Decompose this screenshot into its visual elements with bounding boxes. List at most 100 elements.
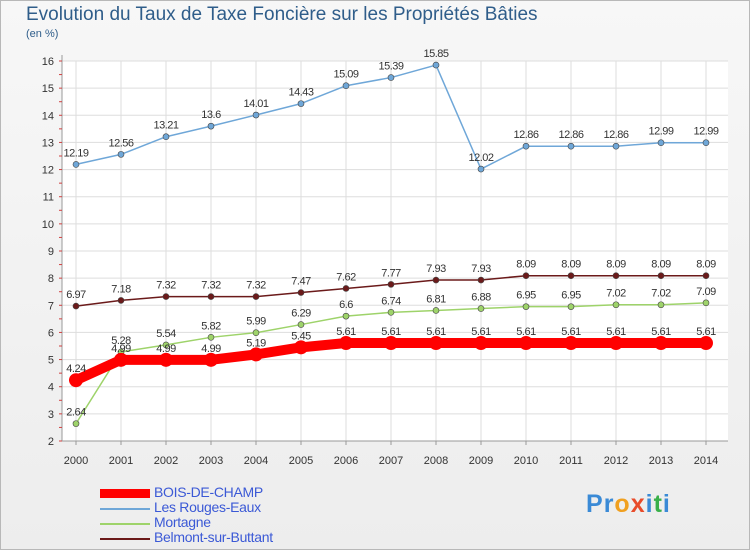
data-point [477, 276, 485, 284]
data-point [432, 61, 440, 69]
y-tick-label: 6 [48, 327, 54, 339]
data-label: 5.54 [156, 328, 176, 340]
data-label: 5.19 [246, 337, 266, 349]
data-label: 5.61 [561, 326, 581, 338]
y-tick-label: 3 [48, 409, 54, 421]
data-label: 5.99 [246, 316, 266, 328]
x-tick-label: 2004 [244, 455, 268, 467]
data-label: 5.61 [381, 326, 401, 338]
data-label: 4.99 [111, 343, 131, 355]
data-point [702, 299, 710, 307]
data-point [477, 305, 485, 312]
data-label: 7.32 [246, 280, 266, 292]
data-label: 7.02 [651, 288, 671, 300]
data-point [522, 142, 530, 150]
legend-label: Mortagne [154, 514, 211, 530]
data-point [297, 289, 305, 296]
data-point [612, 272, 620, 280]
data-label: 7.93 [426, 263, 446, 275]
data-point [294, 340, 308, 355]
data-label: 7.02 [606, 288, 626, 300]
data-label: 8.09 [696, 259, 716, 271]
data-label: 4.99 [156, 343, 176, 355]
x-tick-label: 2012 [604, 455, 628, 467]
logo-letter: t [653, 490, 663, 518]
data-point [657, 301, 665, 309]
x-tick-label: 2005 [289, 455, 313, 467]
x-tick-label: 2013 [649, 455, 673, 467]
legend-label: BOIS-DE-CHAMP [154, 484, 263, 500]
data-label: 12.99 [693, 126, 718, 138]
data-point [612, 142, 620, 150]
x-tick-label: 2009 [469, 455, 493, 467]
data-point [567, 303, 575, 310]
legend-label: Les Rouges-Eaux [154, 499, 261, 515]
data-point [162, 341, 170, 349]
data-label: 14.43 [288, 87, 313, 99]
data-label: 8.09 [561, 259, 581, 271]
y-tick-label: 5 [48, 355, 54, 367]
data-point [342, 285, 350, 292]
data-point [159, 352, 173, 367]
x-tick-label: 2001 [109, 455, 133, 467]
data-point [207, 334, 215, 341]
y-tick-label: 14 [42, 110, 54, 122]
data-point [387, 74, 395, 81]
data-label: 12.99 [648, 126, 673, 138]
data-point [252, 111, 260, 119]
data-point [699, 336, 713, 351]
y-tick-label: 16 [42, 56, 54, 68]
data-label: 7.09 [696, 286, 716, 298]
proxiti-logo: Proxiti [586, 490, 671, 519]
y-tick-label: 13 [42, 137, 54, 149]
data-point [612, 301, 620, 309]
data-point [474, 336, 488, 351]
data-label: 13.21 [153, 120, 178, 132]
data-label: 12.86 [558, 129, 583, 141]
x-tick-label: 2011 [559, 455, 583, 467]
legend-swatch [100, 523, 150, 525]
data-point [297, 100, 305, 107]
y-tick-label: 15 [42, 83, 54, 95]
data-label: 12.86 [603, 129, 628, 141]
data-point [432, 276, 440, 284]
data-label: 15.85 [423, 48, 448, 60]
data-point [702, 272, 710, 280]
data-point [207, 122, 215, 130]
data-label: 6.74 [381, 295, 401, 307]
logo-letter: i [645, 490, 654, 518]
data-point [432, 307, 440, 314]
x-tick-label: 2007 [379, 455, 403, 467]
data-point [654, 336, 668, 351]
data-point [72, 420, 80, 427]
data-point [522, 303, 530, 310]
logo-letter: o [614, 490, 631, 518]
data-label: 7.62 [336, 271, 356, 283]
data-point [162, 293, 170, 300]
data-label: 15.39 [378, 61, 403, 73]
data-point [249, 347, 263, 362]
data-label: 5.61 [651, 326, 671, 338]
data-point [72, 302, 80, 310]
legend-swatch [100, 538, 150, 540]
x-tick-label: 2000 [64, 455, 88, 467]
data-label: 5.61 [471, 326, 491, 338]
x-tick-label: 2010 [514, 455, 538, 467]
legend-swatch [100, 508, 150, 510]
data-point [477, 165, 485, 173]
chart-title: Evolution du Taux de Taxe Foncière sur l… [26, 4, 538, 25]
data-point [567, 142, 575, 150]
data-label: 5.82 [201, 320, 221, 332]
data-label: 7.47 [291, 276, 311, 288]
data-label: 8.09 [516, 259, 536, 271]
data-label: 4.99 [201, 343, 221, 355]
data-point [519, 336, 533, 351]
data-label: 15.09 [333, 69, 358, 81]
x-tick-label: 2003 [199, 455, 223, 467]
y-tick-label: 11 [43, 192, 54, 204]
data-point [387, 309, 395, 316]
data-label: 7.77 [381, 267, 401, 279]
data-label: 14.01 [243, 98, 268, 110]
data-point [567, 272, 575, 280]
